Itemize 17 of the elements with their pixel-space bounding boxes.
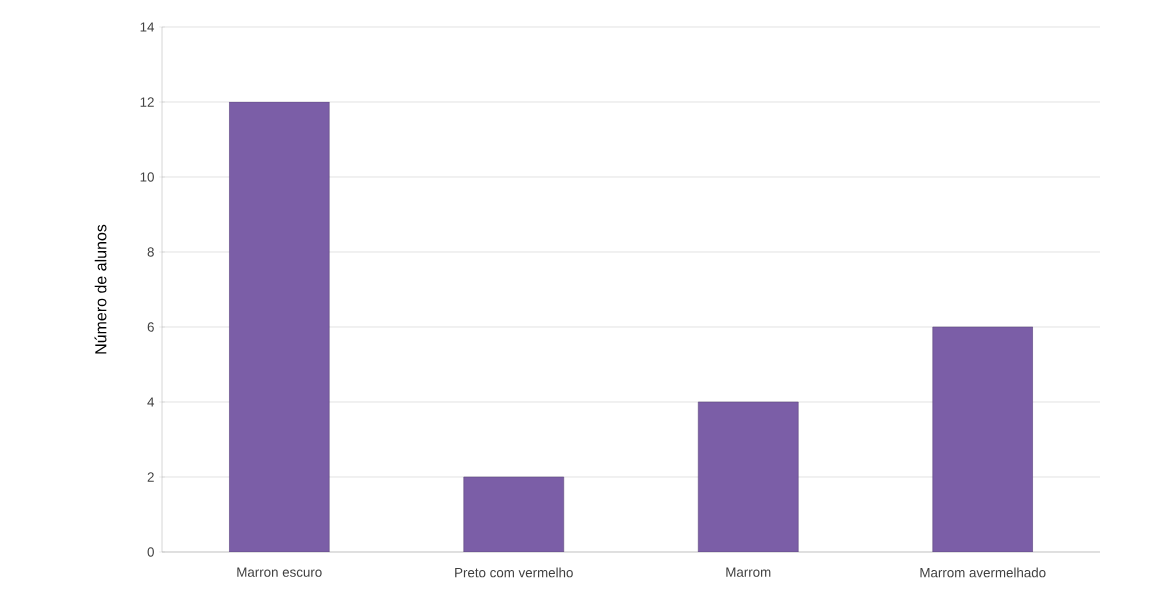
bar bbox=[228, 101, 330, 552]
y-tick-label: 6 bbox=[147, 322, 154, 332]
y-tick-label: 2 bbox=[147, 472, 154, 482]
y-tick-label: 0 bbox=[147, 547, 154, 557]
y-tick-label: 8 bbox=[147, 247, 154, 257]
bar bbox=[463, 476, 565, 552]
y-tick-label: 12 bbox=[140, 97, 154, 107]
x-tick-label: Marrom avermelhado bbox=[920, 567, 1046, 578]
bar bbox=[932, 326, 1034, 552]
y-tick-label: 4 bbox=[147, 397, 155, 407]
y-tick-label: 10 bbox=[140, 172, 154, 182]
x-tick-label: Preto com vermelho bbox=[455, 567, 573, 578]
y-tick-label: 14 bbox=[140, 22, 155, 32]
bar bbox=[697, 401, 799, 552]
x-tick-label: Marron escuro bbox=[237, 567, 322, 577]
y-axis-title: Número de alunos bbox=[94, 224, 107, 354]
x-tick-label: Marrom bbox=[726, 567, 771, 577]
